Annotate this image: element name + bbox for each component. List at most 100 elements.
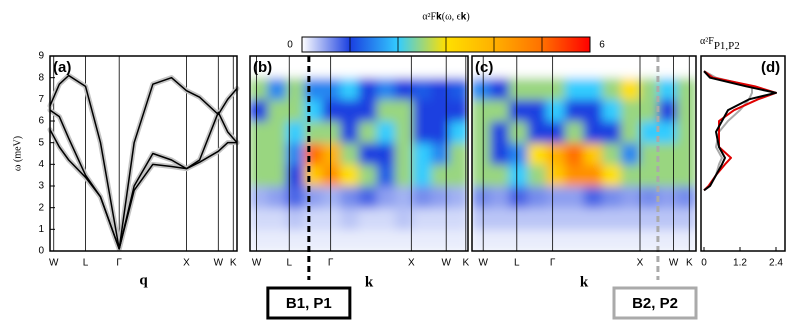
heatmap-cell [658,207,678,230]
heatmap-cell [413,163,433,187]
heatmap-cell [658,120,678,144]
line [49,74,238,250]
heatmap-cell [376,142,396,165]
x-tick-label: W [214,258,224,269]
heatmap-cell [564,77,585,100]
heatmap-cell [490,207,510,230]
heatmap-cell [658,163,678,187]
heatmap-cell [322,207,342,230]
heatmap-cell [658,98,678,122]
plot-frame [49,55,238,252]
heatmap-cell [304,56,324,79]
plot-frame [249,55,469,252]
heatmap-cell [267,77,287,100]
heatmap-cell [472,228,492,251]
y-tick-label: 2 [38,202,44,213]
heatmap-cell [358,207,378,230]
heatmap-cell [602,163,622,187]
heatmap-cell [250,228,269,251]
heatmap-cell [358,56,378,79]
heatmap-cell [564,120,585,144]
heatmap-clip [250,56,468,251]
heatmap-cell [472,185,492,209]
heatmap-cell [508,228,529,251]
marker-label: B1, P1 [286,295,332,312]
heatmap-cell [431,228,451,251]
heatmap-cell [527,228,548,251]
heatmap-cell [322,185,342,209]
heatmap-cell [472,56,492,79]
x-tick-label: W [49,258,59,269]
title-main: α²F [700,36,714,47]
heatmap-cell [250,56,269,79]
heatmap-cell [394,185,414,209]
x-tick-label: W [441,258,451,269]
marker-box [612,286,698,320]
heatmap-clip [472,56,696,251]
heatmap-cell [394,56,414,79]
x-axis-label: q [139,272,148,288]
y-axis-label: ω (meV) [12,136,23,171]
heatmap-cell [583,56,604,79]
heatmap-cell [490,228,510,251]
heatmap-cell [413,56,433,79]
heatmap-cell [358,98,378,122]
marker-label: B2, P2 [632,295,678,312]
heatmap-cell [676,56,696,79]
heatmap-cell [413,207,433,230]
heatmap-cell [508,120,529,144]
x-tick-label: 2.4 [769,258,783,269]
heatmap-cell [639,98,660,122]
heatmap-cell [358,120,378,144]
heatmap-cell [490,163,510,187]
heatmap-cell [285,207,305,230]
heatmap-cell [304,120,324,144]
heatmap-cell [583,142,604,165]
heatmap-cell [508,207,529,230]
heatmap-cell [639,120,660,144]
heatmap-cell [472,77,492,100]
heatmap-cell [376,228,396,251]
heatmap-cell [472,207,492,230]
heatmap-cell [527,98,548,122]
x-tick-label: 0 [701,258,707,269]
heatmap-cell [490,142,510,165]
y-tick-label: 4 [38,159,44,170]
heatmap-cell [639,207,660,230]
heatmap-cell [394,142,414,165]
heatmap-cell [583,98,604,122]
heatmap-cell [394,120,414,144]
heatmap-cell [602,185,622,209]
heatmap-cell [620,120,641,144]
y-tick-label: 7 [38,94,44,105]
line [49,109,238,250]
heatmap-cell [250,207,269,230]
plot-frame [471,55,697,252]
heatmap-cell [285,142,305,165]
heatmap-cell [285,56,305,79]
heatmap-cell [413,142,433,165]
heatmap-cell [564,185,585,209]
heatmap-cell [376,185,396,209]
x-tick-label: L [514,258,520,269]
y-tick-label: 1 [38,224,44,235]
heatmap [250,56,468,251]
x-tick-label: L [286,258,292,269]
heatmap-cell [508,98,529,122]
heatmap-cell [602,120,622,144]
heatmap-cell [413,98,433,122]
x-tick-label: W [478,258,488,269]
heatmap-cell [527,56,548,79]
heatmap-cell [546,98,566,122]
heatmap-cell [304,163,324,187]
heatmap-cell [620,56,641,79]
x-tick-label: Γ [116,258,122,269]
heatmap-cell [358,163,378,187]
heatmap-cell [564,163,585,187]
heatmap-cell [583,207,604,230]
heatmap-cell [658,77,678,100]
heatmap-cell [449,98,468,122]
heatmap-cell [639,185,660,209]
heatmap-cell [358,228,378,251]
heatmap-cell [676,142,696,165]
